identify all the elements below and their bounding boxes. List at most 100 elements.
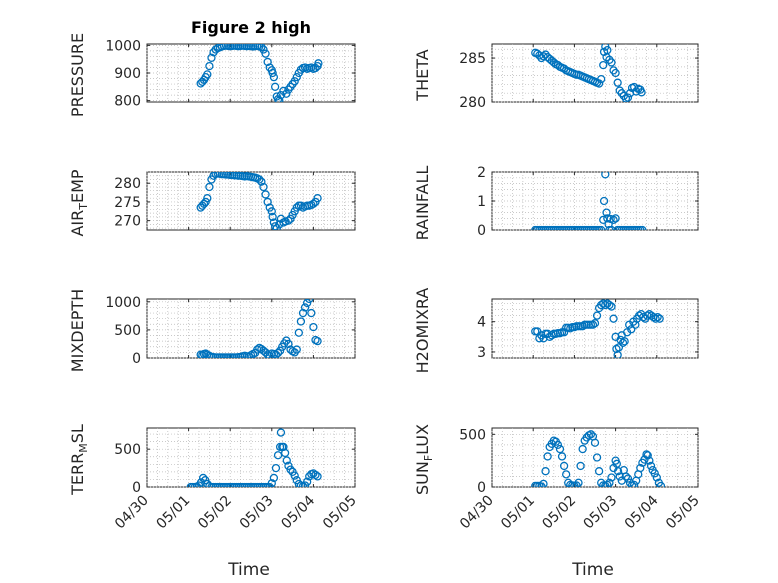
- sun_flux-xtick-label: 05/01: [498, 493, 538, 533]
- pressure-ylabel: PRESSURE: [68, 33, 87, 117]
- h2omixra-ylabel: H2OMIXRA: [413, 288, 432, 374]
- theta-series: [531, 44, 646, 102]
- rainfall-data-point: [599, 196, 609, 206]
- h2omixra-data-point: [620, 337, 629, 346]
- terr_msl-series: [186, 428, 322, 487]
- air_temp-data-point: [259, 182, 268, 192]
- h2omixra-data-point: [607, 302, 616, 311]
- pressure-data-point: [282, 89, 291, 98]
- theta-data-point: [599, 60, 608, 70]
- sun_flux-xtick-label: 05/05: [663, 493, 703, 533]
- air_temp-data-point: [268, 212, 277, 222]
- air_temp-series: [196, 172, 322, 230]
- pressure-data-point: [263, 57, 272, 67]
- mixdepth-data-point: [298, 308, 308, 318]
- rainfall-data-point: [638, 225, 647, 230]
- pressure-data-point: [234, 44, 243, 51]
- mixdepth-data-point: [300, 303, 310, 312]
- pressure-data-point: [248, 44, 258, 51]
- sun_flux-data-point: [623, 474, 633, 483]
- air_temp-ytick-label: 280: [114, 176, 141, 192]
- sun_flux-data-point: [643, 451, 652, 460]
- theta-ytick-label: 280: [459, 95, 486, 111]
- sun_flux-data-point: [578, 444, 587, 454]
- theta-ytick-label: 285: [459, 51, 486, 67]
- sun_flux-data-point: [613, 467, 623, 476]
- mixdepth-ylabel: MIXDEPTH: [68, 289, 87, 372]
- terr_msl-data-point: [290, 471, 299, 480]
- sun_flux-data-point: [636, 463, 645, 473]
- pressure-data-point: [276, 90, 286, 100]
- h2omixra-ytick-label: 4: [477, 315, 486, 331]
- mixdepth-axes: 0 500 1000 MIXDEPTH: [68, 289, 356, 372]
- sun_flux-data-point: [629, 480, 639, 487]
- sun_flux-data-point: [621, 472, 631, 481]
- sun_flux-data-point: [594, 467, 604, 476]
- terr_msl-plot-area: [146, 427, 356, 488]
- mixdepth-data-point: [296, 317, 306, 326]
- air_temp-ytick-label: 275: [114, 195, 141, 211]
- pressure-data-point: [268, 68, 277, 78]
- pressure-grid: [146, 44, 356, 102]
- pressure-data-point: [251, 44, 260, 51]
- h2omixra-data-point: [590, 319, 600, 328]
- terr_msl-data-point: [280, 448, 290, 458]
- h2omixra-data-point: [588, 320, 598, 329]
- h2omixra-data-point: [609, 314, 618, 323]
- pressure-data-point: [300, 63, 310, 72]
- pressure-data-point: [259, 45, 268, 54]
- terr_msl-data-point: [267, 479, 276, 487]
- terr_msl-ylabel: TERRMSL: [68, 424, 90, 496]
- sun_flux-data-point: [539, 479, 548, 487]
- pressure-data-point: [236, 44, 245, 51]
- rainfall-data-point: [597, 225, 606, 230]
- sun_flux-series: [531, 430, 666, 487]
- mixdepth-ytick-label: 500: [114, 323, 141, 339]
- h2omixra-data-point: [605, 300, 614, 310]
- sun_flux-data-point: [562, 470, 571, 479]
- mixdepth-data-point: [294, 328, 303, 337]
- rainfall-grid: [491, 171, 699, 231]
- mixdepth-data-point: [313, 336, 322, 346]
- rainfall-ytick-label: 1: [477, 194, 486, 210]
- terr_msl-xtick-label: 05/04: [278, 492, 318, 532]
- pressure-data-point: [257, 44, 266, 52]
- theta-data-point: [559, 64, 569, 73]
- pressure-ytick-label: 1000: [105, 38, 141, 54]
- sun_flux-data-point: [553, 440, 563, 450]
- sun_flux-data-point: [603, 480, 612, 487]
- h2omixra-data-point: [651, 314, 660, 323]
- sun_flux-grid: [491, 428, 699, 488]
- sun_flux-data-point: [557, 452, 567, 461]
- pressure-data-point: [292, 72, 301, 82]
- pressure-data-point: [228, 44, 237, 51]
- sun_flux-data-point: [645, 456, 654, 465]
- pressure-data-point: [261, 49, 270, 58]
- sun_flux-data-point: [576, 461, 585, 471]
- theta-data-point: [607, 58, 616, 67]
- sun_flux-xtick-label: 04/30: [457, 493, 497, 533]
- rainfall-data-point: [611, 214, 620, 223]
- terr_msl-data-point: [286, 465, 295, 474]
- terr_msl-grid: [146, 428, 356, 488]
- air_temp-data-point: [292, 203, 301, 212]
- rainfall-data-point: [601, 172, 610, 179]
- terr_msl-data-point: [311, 470, 320, 480]
- terr_msl-data-point: [273, 451, 283, 460]
- theta-data-point: [637, 88, 646, 97]
- rainfall-axes: 0 1 2 RAINFALL: [413, 165, 699, 240]
- h2omixra-ytick-label: 3: [477, 345, 486, 361]
- mixdepth-plot-area: [146, 298, 356, 359]
- sun_flux-data-point: [555, 444, 565, 454]
- rainfall-data-point: [609, 215, 618, 225]
- terr_msl-ytick-label: 0: [132, 480, 141, 496]
- sun_flux-data-point: [605, 478, 614, 487]
- terr_msl-xtick-label: 05/01: [154, 493, 194, 533]
- rainfall-ytick-label: 0: [477, 223, 486, 239]
- sun_flux-data-point: [574, 478, 583, 487]
- terr_msl-xtick-label: 05/03: [237, 493, 277, 533]
- sun_flux-xlabel: Time: [571, 560, 614, 580]
- sun_flux-xtick-label: 05/03: [581, 493, 621, 533]
- theta-ylabel: THETA: [413, 49, 432, 101]
